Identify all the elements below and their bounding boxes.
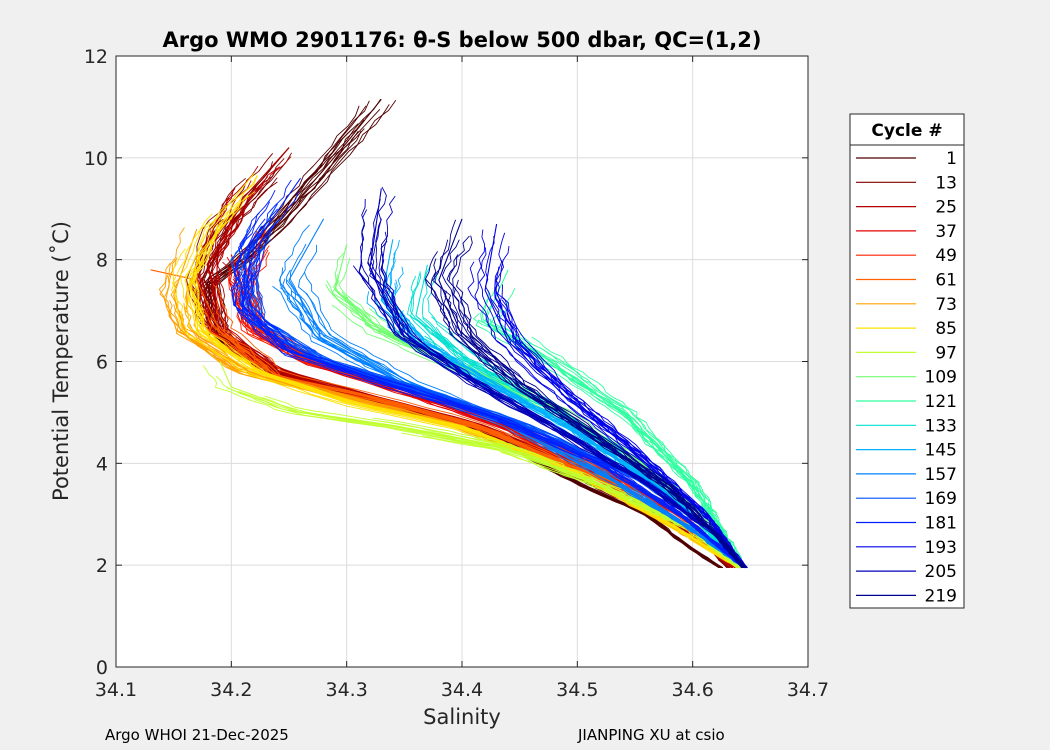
series-line-cycle-85 <box>171 248 738 569</box>
legend-label-cycle-193: 193 <box>925 538 957 558</box>
series-line-cycle-181 <box>234 218 744 569</box>
x-tick-labels: 34.1 34.2 34.3 34.4 34.5 34.6 34.7 <box>95 679 829 701</box>
y-tick-label: 6 <box>96 352 108 374</box>
series-line-cycle-157 <box>272 285 743 569</box>
y-tick-labels: 0 2 4 6 8 10 12 <box>84 46 108 679</box>
footer-author: JIANPING XU at csio <box>577 726 725 744</box>
series-line-cycle-97 <box>373 422 741 569</box>
legend-label-cycle-1: 1 <box>946 149 957 169</box>
axes-box <box>115 55 809 668</box>
footer-source: Argo WHOI 21-Dec-2025 <box>105 726 289 744</box>
x-tick-label: 34.5 <box>556 679 598 701</box>
series-group-cycle-181 <box>230 177 748 569</box>
legend-label-cycle-97: 97 <box>935 343 957 363</box>
y-tick-label: 0 <box>96 657 108 679</box>
series-group-cycle-219 <box>424 218 748 569</box>
series-line-cycle-193 <box>495 266 743 568</box>
legend-label-cycle-145: 145 <box>925 441 957 461</box>
legend-title: Cycle # <box>871 121 942 141</box>
x-tick-label: 34.6 <box>672 679 714 701</box>
series-group-cycle-85 <box>171 172 741 569</box>
series-main-line-cycle-181 <box>242 177 745 569</box>
y-tick-label: 8 <box>96 250 108 272</box>
legend-label-cycle-73: 73 <box>935 295 957 315</box>
series-lines <box>150 98 748 569</box>
y-tick-label: 12 <box>84 46 108 68</box>
legend-label-cycle-49: 49 <box>935 246 957 266</box>
legend-label-cycle-219: 219 <box>925 586 957 606</box>
series-line-cycle-219 <box>460 296 744 569</box>
series-main-line-cycle-193 <box>484 223 746 569</box>
series-line-cycle-193 <box>467 261 744 568</box>
series-main-line-cycle-219 <box>438 218 746 569</box>
legend-label-cycle-85: 85 <box>935 319 957 339</box>
x-tick-label: 34.3 <box>326 679 368 701</box>
x-tick-label: 34.4 <box>441 679 483 701</box>
legend-box <box>849 113 965 609</box>
y-axis-label: Potential Temperature (˚C) <box>49 221 73 501</box>
legend-label-cycle-181: 181 <box>925 514 957 534</box>
series-line-cycle-121 <box>531 336 746 568</box>
legend-label-cycle-61: 61 <box>935 271 957 291</box>
y-tick-label: 4 <box>96 453 108 475</box>
legend-entries: 1 13 25 37 49 61 73 85 97 109 121 133 145 157 169 181 19… <box>856 149 957 606</box>
legend-label-cycle-37: 37 <box>935 222 957 242</box>
series-line-cycle-219 <box>430 258 746 568</box>
chart-title: Argo WMO 2901176: θ-S below 500 dbar, QC… <box>163 28 762 52</box>
series-line-cycle-181 <box>242 208 744 569</box>
series-group-cycle-205 <box>352 186 748 569</box>
x-tick-label: 34.1 <box>95 679 137 701</box>
x-tick-label: 34.2 <box>210 679 252 701</box>
legend-label-cycle-133: 133 <box>925 416 957 436</box>
legend-label-cycle-25: 25 <box>935 198 957 218</box>
legend: Cycle # 1 13 25 37 49 61 73 85 97 109 121 133 145 157… <box>849 113 965 609</box>
legend-label-cycle-157: 157 <box>925 465 957 485</box>
series-line-cycle-205 <box>367 261 747 569</box>
legend-label-cycle-109: 109 <box>925 368 957 388</box>
series-line-cycle-219 <box>425 251 745 568</box>
series-line-cycle-85 <box>190 252 741 569</box>
y-tick-label: 2 <box>96 555 108 577</box>
series-main-line-cycle-121 <box>484 269 746 568</box>
legend-label-cycle-205: 205 <box>925 562 957 582</box>
legend-label-cycle-121: 121 <box>925 392 957 412</box>
series-line-cycle-205 <box>381 231 748 569</box>
legend-label-cycle-169: 169 <box>925 489 957 509</box>
x-tick-label: 34.7 <box>787 679 829 701</box>
x-axis-label: Salinity <box>423 705 501 729</box>
y-tick-label: 10 <box>84 148 108 170</box>
legend-label-cycle-13: 13 <box>935 173 957 193</box>
series-line-cycle-97 <box>422 435 737 569</box>
plot-axes: 34.1 34.2 34.3 34.4 34.5 34.6 34.7 0 2 4 6 8 10 12 <box>84 46 829 701</box>
